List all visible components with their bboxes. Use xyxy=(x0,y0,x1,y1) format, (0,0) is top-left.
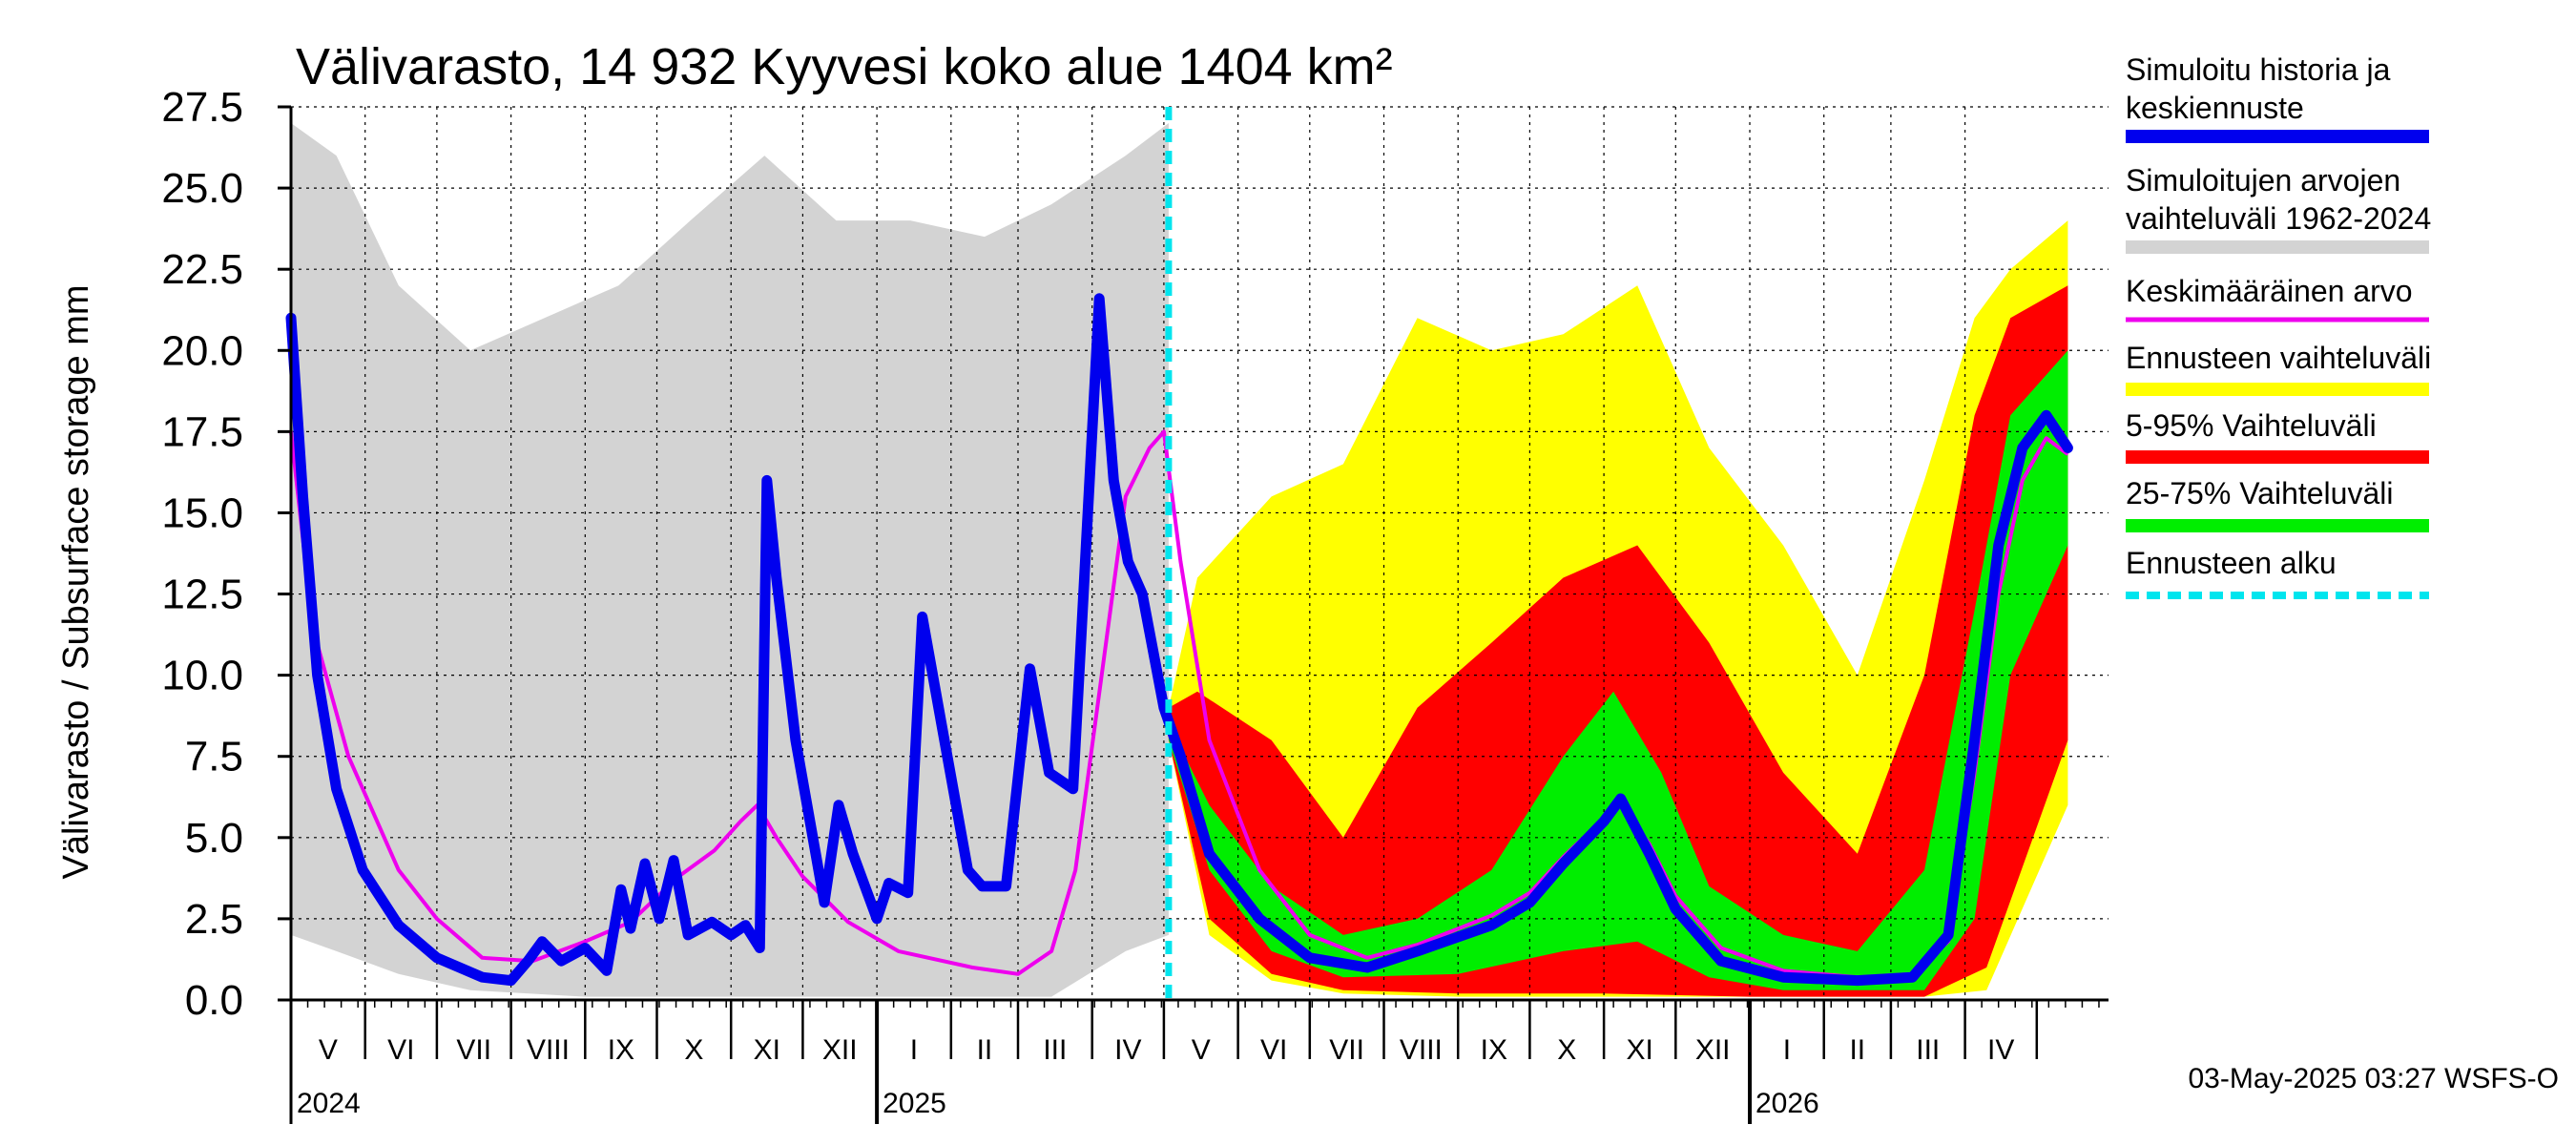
month-label-17: X xyxy=(1557,1034,1576,1066)
month-label-5: X xyxy=(684,1034,703,1066)
year-label-0: 2024 xyxy=(297,1088,361,1119)
chart-title: Välivarasto, 14 932 Kyyvesi koko alue 14… xyxy=(296,38,1393,95)
legend-item-1-label-2: vaihteluväli 1962-2024 xyxy=(2126,201,2431,236)
historical-range-band xyxy=(291,123,1169,997)
y-tick-label-11: 27.5 xyxy=(161,84,243,131)
range-bands xyxy=(291,123,2068,997)
legend-item-4-label: 5-95% Vaihteluväli xyxy=(2126,408,2377,443)
forecast-5-95-band xyxy=(1168,285,2068,997)
legend-item-3-label: Ennusteen vaihteluväli xyxy=(2126,341,2431,375)
month-label-11: IV xyxy=(1114,1034,1141,1066)
y-tick-label-8: 20.0 xyxy=(161,327,243,374)
legend-item-1-label: Simuloitujen arvojen xyxy=(2126,163,2400,198)
month-label-21: II xyxy=(1849,1034,1865,1066)
month-label-3: VIII xyxy=(527,1034,570,1066)
y-tick-label-3: 7.5 xyxy=(185,734,243,781)
month-label-20: I xyxy=(1783,1034,1791,1066)
month-label-23: IV xyxy=(1987,1034,2014,1066)
month-label-4: IX xyxy=(608,1034,634,1066)
legend-item-2-label: Keskimääräinen arvo xyxy=(2126,274,2413,308)
month-label-2: VII xyxy=(456,1034,491,1066)
legend-item-6-label: Ennusteen alku xyxy=(2126,546,2337,580)
y-tick-label-5: 12.5 xyxy=(161,572,243,618)
y-tick-label-4: 10.0 xyxy=(161,653,243,699)
legend-item-5-label: 25-75% Vaihteluväli xyxy=(2126,476,2393,510)
y-tick-label-0: 0.0 xyxy=(185,977,243,1024)
footer-timestamp: 03-May-2025 03:27 WSFS-O xyxy=(2189,1063,2560,1094)
year-label-2: 2026 xyxy=(1755,1088,1819,1119)
month-label-7: XII xyxy=(822,1034,858,1066)
month-label-13: VI xyxy=(1260,1034,1287,1066)
month-label-10: III xyxy=(1043,1034,1067,1066)
y-axis-label: Välivarasto / Subsurface storage mm xyxy=(56,284,96,879)
month-label-8: I xyxy=(910,1034,918,1066)
legend-item-0-label-2: keskiennuste xyxy=(2126,91,2304,125)
y-tick-label-1: 2.5 xyxy=(185,896,243,943)
legend: Simuloitu historia ja keskiennuste Simuloi… xyxy=(2126,52,2431,599)
month-label-6: XI xyxy=(754,1034,780,1066)
month-label-18: XI xyxy=(1627,1034,1653,1066)
month-label-22: III xyxy=(1916,1034,1940,1066)
month-label-0: V xyxy=(319,1034,338,1066)
mean-line xyxy=(289,429,2069,980)
y-tick-label-6: 15.0 xyxy=(161,489,243,536)
y-tick-label-9: 22.5 xyxy=(161,246,243,293)
forecast-25-75-band xyxy=(1168,350,2068,990)
y-tick-label-2: 5.0 xyxy=(185,815,243,862)
year-label-1: 2025 xyxy=(883,1088,946,1119)
y-tick-labels: 0.0 2.5 5.0 7.5 10.0 12.5 15.0 17.5 20.0 22.5 25.0… xyxy=(161,84,243,1024)
month-label-9: II xyxy=(977,1034,993,1066)
month-label-19: XII xyxy=(1695,1034,1731,1066)
month-label-14: VII xyxy=(1329,1034,1364,1066)
month-label-15: VIII xyxy=(1400,1034,1443,1066)
month-label-16: IX xyxy=(1481,1034,1507,1066)
axes xyxy=(278,105,2109,1124)
legend-item-0-label: Simuloitu historia ja xyxy=(2126,52,2391,87)
y-tick-label-10: 25.0 xyxy=(161,165,243,212)
series-lines xyxy=(285,107,2073,1000)
month-label-12: V xyxy=(1192,1034,1211,1066)
month-labels: V VI VII VIII IX X XI XII I II III IV V VI VII VIII IX X X… xyxy=(297,1034,2014,1119)
month-label-1: VI xyxy=(387,1034,414,1066)
history-forecast-line xyxy=(285,293,2073,987)
y-tick-label-7: 17.5 xyxy=(161,408,243,455)
